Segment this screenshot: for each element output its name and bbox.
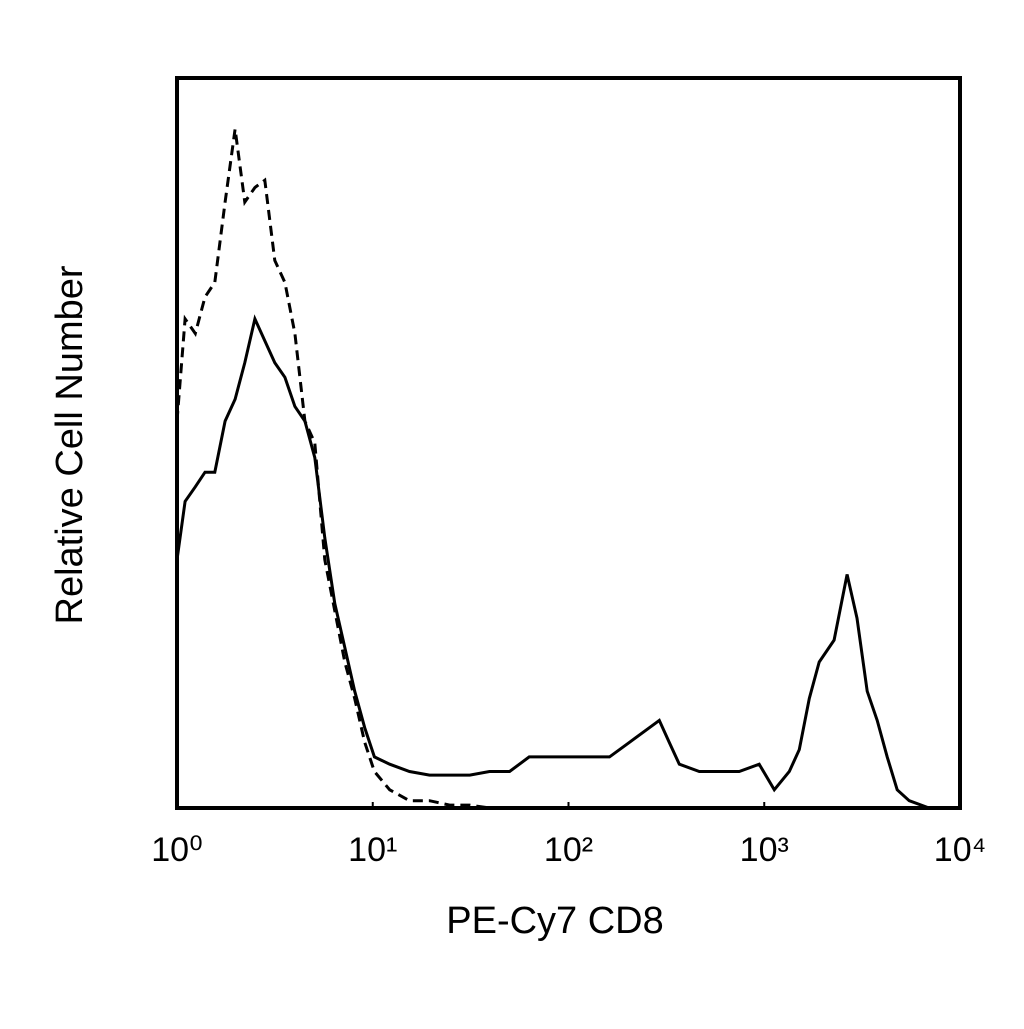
x-axis-label: PE-Cy7 CD8 [446, 900, 664, 942]
dashed-histogram-line [175, 128, 949, 810]
plot-frame [175, 76, 962, 810]
x-tick-label: 10⁰ [151, 831, 202, 869]
y-axis-label: Relative Cell Number [49, 265, 91, 624]
histogram-line [175, 314, 949, 810]
x-tick-label: 10³ [740, 831, 789, 869]
x-tick-label: 10² [544, 831, 593, 869]
x-tick-label: 10⁴ [934, 831, 986, 869]
x-tick-label: 10¹ [348, 831, 397, 869]
